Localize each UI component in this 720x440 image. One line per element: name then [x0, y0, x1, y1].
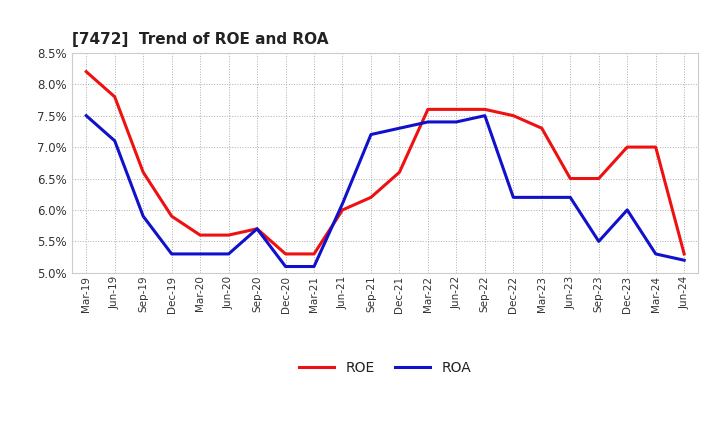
ROE	[395, 169, 404, 175]
ROA	[110, 138, 119, 143]
Legend: ROE, ROA: ROE, ROA	[294, 355, 477, 380]
ROE	[566, 176, 575, 181]
ROE	[509, 113, 518, 118]
ROE	[196, 232, 204, 238]
ROE	[623, 144, 631, 150]
ROA	[452, 119, 461, 125]
ROA	[225, 251, 233, 257]
ROA	[509, 195, 518, 200]
ROA	[652, 251, 660, 257]
ROA	[423, 119, 432, 125]
ROE	[680, 251, 688, 257]
ROA	[366, 132, 375, 137]
ROA	[139, 213, 148, 219]
ROE	[225, 232, 233, 238]
ROE	[595, 176, 603, 181]
ROA	[167, 251, 176, 257]
ROE	[110, 94, 119, 99]
ROA	[566, 195, 575, 200]
ROE	[82, 69, 91, 74]
ROA	[395, 125, 404, 131]
ROA	[253, 226, 261, 231]
ROA	[537, 195, 546, 200]
ROE	[537, 125, 546, 131]
ROA	[82, 113, 91, 118]
ROE	[423, 107, 432, 112]
ROA	[680, 257, 688, 263]
ROE	[652, 144, 660, 150]
ROA	[338, 201, 347, 206]
ROA	[595, 239, 603, 244]
Text: [7472]  Trend of ROE and ROA: [7472] Trend of ROE and ROA	[72, 33, 328, 48]
ROE	[253, 226, 261, 231]
ROE	[310, 251, 318, 257]
ROA	[480, 113, 489, 118]
ROA	[282, 264, 290, 269]
ROE	[338, 207, 347, 213]
ROE	[139, 169, 148, 175]
ROA	[623, 207, 631, 213]
ROE	[167, 213, 176, 219]
ROA	[196, 251, 204, 257]
ROE	[480, 107, 489, 112]
ROA	[310, 264, 318, 269]
ROE	[452, 107, 461, 112]
Line: ROA: ROA	[86, 116, 684, 267]
Line: ROE: ROE	[86, 72, 684, 254]
ROE	[366, 195, 375, 200]
ROE	[282, 251, 290, 257]
